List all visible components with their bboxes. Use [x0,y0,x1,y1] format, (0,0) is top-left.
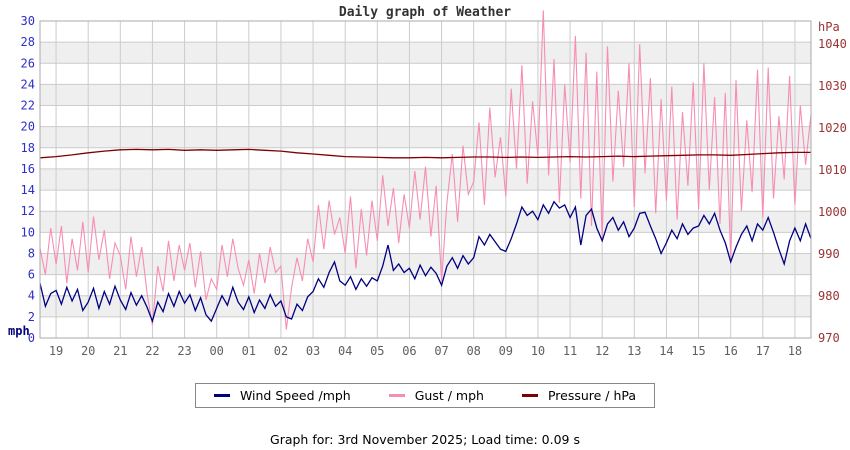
x-axis-tick-label: 18 [788,344,802,358]
left-axis-tick-label: 20 [21,120,35,134]
band [40,211,811,233]
right-axis-tick-label: 1000 [818,205,847,219]
left-axis-tick-label: 22 [21,99,35,113]
x-axis-tick-label: 16 [723,344,737,358]
right-axis-tick-label: 1040 [818,37,847,51]
band [40,253,811,275]
right-axis-tick-label: 970 [818,331,840,345]
chart-canvas: Daily graph of Weather 02468101214161820… [8,5,847,358]
x-axis-tick-label: 22 [145,344,159,358]
right-axis-tick-label: 980 [818,289,840,303]
band [40,42,811,64]
left-axis-tick-label: 28 [21,35,35,49]
pressure-swatch-icon [521,394,538,397]
x-axis-tick-label: 03 [306,344,320,358]
right-axis-tick-label: 1030 [818,79,847,93]
x-axis-tick-label: 12 [595,344,609,358]
legend-item-gust: Gust / mph [388,388,484,403]
legend-box: Wind Speed /mph Gust / mph Pressure / hP… [194,383,656,408]
chart-title: Daily graph of Weather [339,5,511,20]
graph-caption: Graph for: 3rd November 2025; Load time:… [270,432,580,447]
band [40,126,811,148]
left-axis-tick-label: 4 [28,289,35,303]
data-series [39,10,812,330]
left-axis-tick-label: 10 [21,225,35,239]
x-axis-tick-label: 07 [434,344,448,358]
right-axis-tick-label: 1010 [818,163,847,177]
left-axis-tick-label: 30 [21,14,35,28]
left-axis-tick-label: 26 [21,56,35,70]
gust-swatch-icon [388,394,405,397]
x-axis-tick-label: 20 [81,344,95,358]
band [40,295,811,317]
weather-daily-graph: Daily graph of Weather 0 2 4 6 8 10 12 14 16 18 20… [8,5,847,358]
left-axis-tick-label: 0 [28,331,35,345]
x-axis-tick-label: 00 [209,344,223,358]
left-axis-tick-label: 18 [21,141,35,155]
right-axis-tick-label: 1020 [818,121,847,135]
x-axis-tick-label: 05 [370,344,384,358]
x-axis-tick-label: 06 [402,344,416,358]
x-axis-tick-label: 15 [691,344,705,358]
x-axis-tick-label: 11 [563,344,577,358]
plot-border [39,20,812,339]
legend-label-gust: Gust / mph [414,388,484,403]
x-axis-tick-label: 02 [274,344,288,358]
left-axis-unit-label: mph [8,324,30,338]
left-axis-tick-label: 8 [28,246,35,260]
x-axis-tick-label: 08 [466,344,480,358]
legend-label-wind: Wind Speed /mph [239,388,351,403]
x-axis-tick-label: 04 [338,344,352,358]
right-axis-tick-label: 990 [818,247,840,261]
axis-labels: 024681012141618202224262830mphhPa1040103… [8,14,847,358]
left-axis-tick-label: 2 [28,310,35,324]
x-axis-tick-label: 09 [499,344,513,358]
wind-speed-swatch-icon [213,394,230,397]
right-axis-unit-label: hPa [818,20,840,34]
left-axis-tick-label: 12 [21,204,35,218]
x-axis-tick-label: 23 [177,344,191,358]
legend-item-wind: Wind Speed /mph [213,388,351,403]
gust-line [39,10,812,330]
legend-label-pressure: Pressure / hPa [547,388,637,403]
left-axis-tick-label: 16 [21,162,35,176]
left-axis-tick-label: 6 [28,268,35,282]
band [40,168,811,191]
x-axis-tick-label: 21 [113,344,127,358]
x-axis-tick-label: 17 [756,344,770,358]
band [40,84,811,106]
pressure-line [39,148,811,159]
x-axis-tick-label: 01 [242,344,256,358]
left-axis-tick-label: 24 [21,77,35,91]
wind-speed-line [39,200,812,324]
x-axis-tick-label: 13 [627,344,641,358]
legend-item-pressure: Pressure / hPa [521,388,637,403]
x-axis-tick-label: 14 [659,344,673,358]
x-axis-tick-label: 19 [49,344,63,358]
left-axis-tick-label: 14 [21,183,35,197]
x-axis-tick-label: 10 [531,344,545,358]
